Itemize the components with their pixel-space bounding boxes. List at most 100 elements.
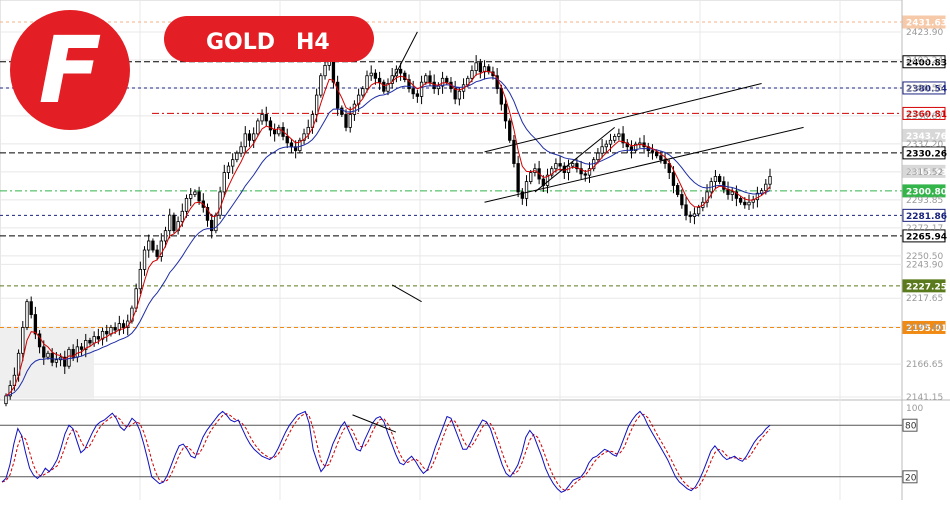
candle-body-54 [231,159,235,167]
candle-body-35 [151,240,155,251]
candle-body-55 [235,152,239,161]
y-tick-label-12: 2166.65 [906,360,943,370]
candle-body-122 [516,163,520,193]
candle-body-61 [260,114,264,122]
trendlines-layer [391,31,804,303]
y-tick-label-9: 2243.90 [906,260,943,270]
candle-body-58 [247,133,252,141]
fast-ma-line [5,70,771,397]
candle-body-63 [268,120,273,131]
y-tick-label-6: 2293.85 [906,196,943,206]
candle-body-142 [600,146,604,154]
candle-body-81 [344,114,348,128]
y-tick-label-5: 2315.52 [906,168,943,178]
candle-body-40 [172,214,176,232]
candle-body-87 [369,72,373,77]
level-label-9: 2265.94 [906,232,947,242]
candle-body-120 [508,120,512,141]
candle-body-59 [252,133,256,141]
level-label-4: 2343.76 [906,132,947,142]
candle-body-6 [29,301,33,315]
level-label-6: 2315.93 [906,168,947,178]
title-symbol: GOLD [206,30,275,55]
level-label-box-7 [902,184,946,198]
oscillator-layer: 80 20 100 [0,404,923,493]
candle-body-19 [84,339,88,350]
level-label-1: 2400.83 [906,58,947,68]
candle-body-68 [289,142,294,148]
moving-averages-layer [5,70,771,397]
candle-body-108 [457,90,462,100]
osc-level-box-0 [902,418,918,432]
candle-body-114 [482,66,487,73]
candle-body-74 [314,94,319,115]
candle-body-11 [50,352,54,363]
candle-body-158 [667,163,671,173]
candle-body-112 [474,62,478,71]
candle-body-136 [575,163,579,170]
candle-body-51 [218,191,222,216]
candle-body-17 [75,346,80,358]
candle-body-86 [365,75,369,90]
candle-body-138 [583,173,587,176]
candle-body-147 [621,133,625,144]
y-tick-label-0: 2423.90 [906,28,943,38]
candle-body-69 [293,146,298,152]
candle-body-139 [587,168,592,176]
candle-body-174 [734,191,739,199]
candle-body-72 [306,126,310,135]
candle-body-15 [67,349,71,367]
y-tick-label-13: 2141.15 [906,393,943,403]
candle-body-49 [210,219,214,232]
candle-body-88 [373,72,378,79]
price-axis: 2423.90 2402.24 2380.55 2358.87 2337.20 2315.… [906,28,943,403]
candle-body-89 [377,77,382,83]
candle-body-28 [121,323,126,328]
level-label-11: 2195.01 [906,324,947,334]
osc-level-label-1: 20 [905,473,917,483]
candle-body-161 [680,194,684,206]
candle-body-7 [33,314,38,335]
candle-body-44 [189,194,193,199]
candle-body-97 [411,88,415,95]
candle-body-99 [419,81,424,97]
title-badge-bg [164,16,374,62]
level-label-box-1 [902,55,946,69]
candle-body-50 [214,214,218,232]
candle-body-131 [554,163,558,170]
level-label-box-9 [902,229,946,243]
candle-body-177 [747,201,751,206]
highlight-zone [0,327,94,399]
candle-body-162 [684,204,688,216]
candle-body-119 [503,103,508,122]
candle-body-22 [96,336,101,340]
candle-body-0 [4,395,8,405]
candle-body-181 [764,183,768,192]
trendline-peak [391,31,418,82]
level-label-box-4 [902,128,946,142]
candle-body-111 [470,70,474,79]
candle-body-26 [113,327,117,331]
candle-body-135 [571,163,575,167]
level-label-2: 2380.54 [906,84,947,94]
candle-body-70 [298,139,302,152]
candle-body-10 [46,352,50,358]
candle-body-9 [42,346,46,358]
y-tick-label-11: 2195.40 [906,323,943,333]
candle-body-34 [147,240,151,251]
candle-body-45 [193,191,197,195]
levels-layer: 2431.63 2400.83 2380.54 2360.81 2343.76 2330.… [0,15,947,334]
level-label-box-8 [902,208,946,222]
level-label-3: 2360.81 [906,110,947,120]
title-timeframe: H4 [296,30,330,55]
candle-body-150 [634,143,638,152]
candle-body-100 [424,75,428,83]
candle-body-37 [159,240,163,257]
level-label-0: 2431.63 [906,19,947,29]
candle-body-8 [37,333,42,348]
candle-body-53 [226,165,231,173]
divergence-line [391,284,422,303]
osc-signal-line [1,412,771,492]
candle-body-32 [138,268,142,290]
